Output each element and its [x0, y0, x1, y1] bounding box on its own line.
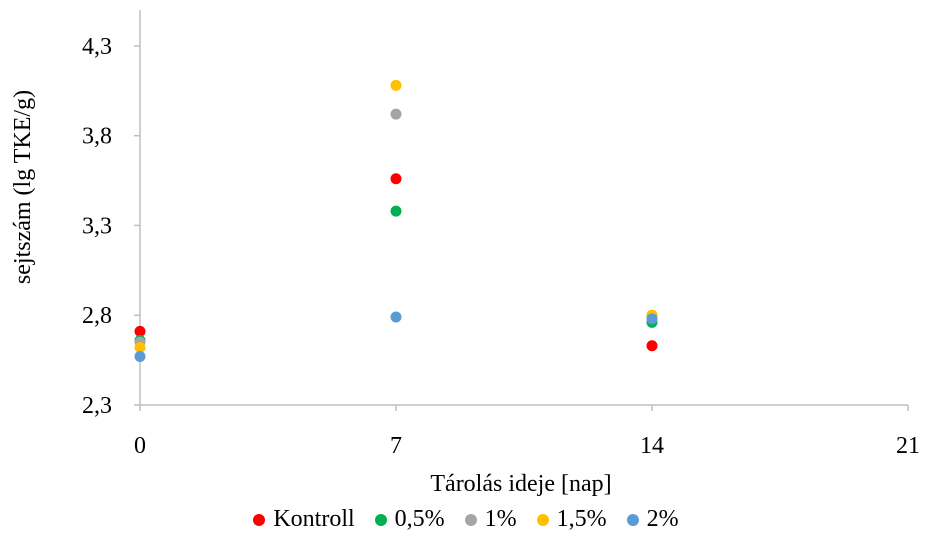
y-axis-label: sejtszám (lg TKE/g)	[10, 90, 36, 284]
legend-item: 1%	[464, 506, 517, 533]
data-point	[390, 173, 402, 185]
data-point	[134, 351, 146, 363]
y-tick-label: 2,8	[82, 303, 112, 329]
y-tick-label: 3,8	[82, 124, 112, 150]
x-tick-label: 14	[640, 433, 664, 459]
data-points	[134, 79, 658, 363]
legend-item: 2%	[626, 506, 679, 533]
legend-label: 2%	[646, 506, 679, 532]
legend-label: 0,5%	[394, 506, 445, 532]
legend-item: Kontroll	[253, 506, 355, 533]
legend-marker	[536, 513, 549, 526]
data-point	[390, 79, 402, 91]
data-point	[390, 311, 402, 323]
legend-marker	[626, 513, 639, 526]
legend-item: 0,5%	[374, 506, 445, 533]
legend-item: 1,5%	[536, 506, 607, 533]
data-point	[646, 313, 658, 325]
x-tick-label: 0	[134, 433, 146, 459]
data-point	[390, 205, 402, 217]
y-tick-label: 2,3	[82, 393, 112, 419]
y-tick-label: 4,3	[82, 34, 112, 60]
data-point	[390, 108, 402, 120]
x-tick-label: 7	[390, 433, 402, 459]
data-point	[134, 342, 146, 354]
legend-label: 1%	[484, 506, 517, 532]
data-point	[134, 325, 146, 337]
legend-marker	[374, 513, 387, 526]
legend-marker	[253, 513, 266, 526]
legend-label: 1,5%	[556, 506, 607, 532]
y-ticks: 2,3 2,8 3,3 3,8 4,3	[82, 34, 140, 419]
x-ticks: 0 7 14 21	[134, 405, 920, 459]
legend-label: Kontroll	[273, 506, 355, 532]
data-point	[646, 340, 658, 352]
legend-marker	[464, 513, 477, 526]
y-tick-label: 3,3	[82, 213, 112, 239]
x-axis-label: Tárolás ideje [nap]	[430, 471, 611, 497]
legend: Kontroll 0,5% 1% 1,5% 2%	[0, 506, 932, 533]
x-tick-label: 21	[896, 433, 920, 459]
